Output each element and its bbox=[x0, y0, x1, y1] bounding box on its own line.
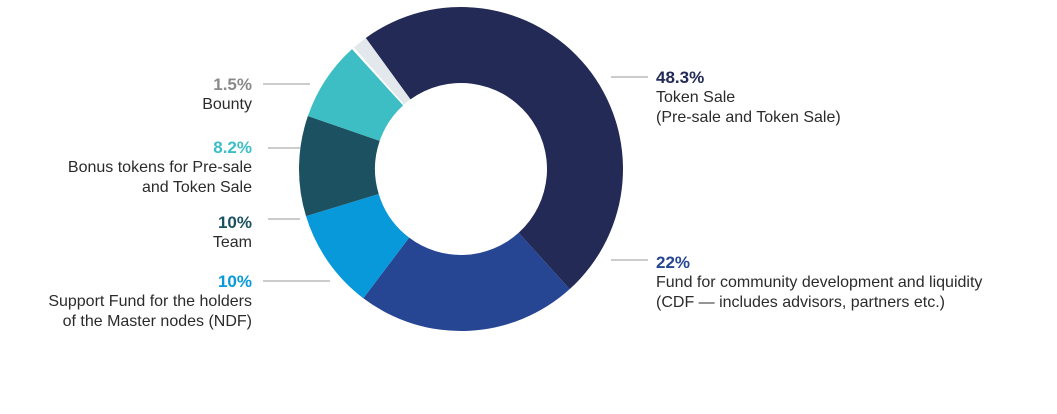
label-bounty: 1.5% Bounty bbox=[202, 75, 252, 115]
label-line: Bounty bbox=[202, 96, 252, 113]
label-line: (Pre-sale and Token Sale) bbox=[656, 109, 841, 126]
slice-bounty bbox=[353, 37, 411, 105]
label-pct: 22% bbox=[656, 253, 691, 272]
label-line: and Token Sale bbox=[141, 179, 252, 196]
label-ndf: 10% Support Fund for the holders of the … bbox=[48, 272, 252, 332]
label-pct: 10% bbox=[217, 213, 252, 232]
slice-bonus bbox=[307, 49, 404, 141]
slice-token-sale bbox=[365, 6, 624, 290]
label-line: Token Sale bbox=[656, 89, 736, 106]
label-line: Support Fund for the holders bbox=[48, 293, 252, 310]
label-line: of the Master nodes (NDF) bbox=[62, 313, 252, 330]
label-token-sale: 48.3% Token Sale (Pre-sale and Token Sal… bbox=[656, 68, 841, 128]
label-line: Fund for community development and liqui… bbox=[656, 274, 983, 291]
slice-cdf bbox=[363, 232, 570, 331]
label-line: Team bbox=[212, 234, 252, 251]
label-line: (CDF — includes advisors, partners etc.) bbox=[656, 294, 945, 311]
label-pct: 10% bbox=[217, 272, 252, 291]
slice-team bbox=[298, 116, 380, 217]
label-team: 10% Team bbox=[213, 213, 252, 253]
label-bonus: 8.2% Bonus tokens for Pre-sale and Token… bbox=[68, 138, 252, 198]
label-cdf: 22% Fund for community development and l… bbox=[656, 253, 982, 313]
label-pct: 1.5% bbox=[213, 75, 252, 94]
slice-ndf bbox=[306, 194, 410, 299]
label-pct: 48.3% bbox=[656, 68, 705, 87]
label-pct: 8.2% bbox=[213, 138, 252, 157]
label-line: Bonus tokens for Pre-sale bbox=[67, 159, 252, 176]
